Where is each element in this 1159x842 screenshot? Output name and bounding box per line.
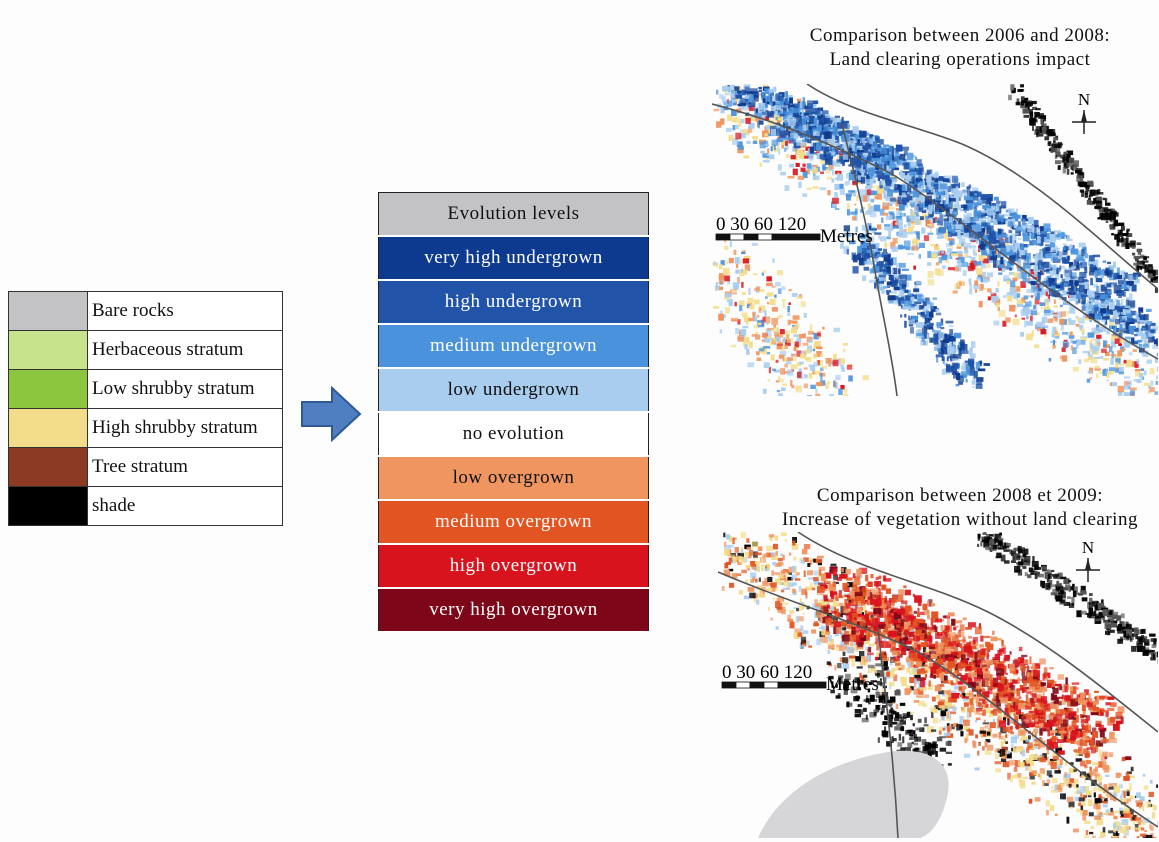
evolution-level-label: no evolution bbox=[378, 412, 649, 457]
stratum-label: Herbaceous stratum bbox=[87, 330, 283, 370]
evolution-legend-row: medium overgrown bbox=[378, 500, 649, 545]
map-classification-pixels bbox=[721, 532, 1158, 838]
stratum-legend-row: Bare rocks bbox=[8, 291, 283, 331]
scale-bar-unit: Metres bbox=[826, 674, 879, 695]
stratum-label: shade bbox=[87, 486, 283, 526]
map-boundary-lines bbox=[712, 84, 1158, 396]
evolution-level-label: low overgrown bbox=[378, 456, 649, 501]
stratum-legend-row: Tree stratum bbox=[8, 447, 283, 487]
evolution-legend-row: Evolution levels bbox=[378, 192, 649, 237]
north-label: N bbox=[1078, 90, 1090, 109]
scale-bar-unit: Metres bbox=[820, 226, 873, 247]
map-title-2008-2009: Comparison between 2008 et 2009: Increas… bbox=[740, 484, 1159, 532]
evolution-level-label: high overgrown bbox=[378, 544, 649, 589]
stratum-swatch bbox=[8, 447, 88, 487]
evolution-legend-row: low undergrown bbox=[378, 368, 649, 413]
evolution-legend-header: Evolution levels bbox=[378, 192, 649, 237]
stratum-legend: Bare rocks Herbaceous stratum Low shrubby … bbox=[8, 291, 283, 526]
north-arrow-icon bbox=[1076, 558, 1100, 582]
scale-bar-ticks: 0 30 60 120 bbox=[722, 662, 812, 683]
map-boundary-lines bbox=[718, 532, 1158, 838]
evolution-legend: Evolution levels very high undergrown high… bbox=[378, 192, 649, 633]
evolution-level-label: very high undergrown bbox=[378, 236, 649, 281]
arrow-right-icon bbox=[301, 386, 362, 442]
stratum-swatch bbox=[8, 408, 88, 448]
evolution-level-label: medium overgrown bbox=[378, 500, 649, 545]
bare-rock-area bbox=[758, 750, 949, 838]
stratum-label: Low shrubby stratum bbox=[87, 369, 283, 409]
evolution-legend-row: high overgrown bbox=[378, 544, 649, 589]
stratum-label: Bare rocks bbox=[87, 291, 283, 331]
map-classification-pixels bbox=[712, 84, 1158, 396]
stratum-swatch bbox=[8, 330, 88, 370]
evolution-legend-row: very high undergrown bbox=[378, 236, 649, 281]
evolution-level-label: low undergrown bbox=[378, 368, 649, 413]
map-title-line1: Comparison between 2008 et 2009: bbox=[816, 485, 1104, 506]
stratum-legend-row: Low shrubby stratum bbox=[8, 369, 283, 409]
map-title-line2: Land clearing operations impact bbox=[829, 49, 1091, 70]
evolution-level-label: high undergrown bbox=[378, 280, 649, 325]
evolution-map-2008-2009: N 0 30 60 120 Metres bbox=[718, 532, 1158, 838]
stratum-label: High shrubby stratum bbox=[87, 408, 283, 448]
stratum-legend-row: High shrubby stratum bbox=[8, 408, 283, 448]
scale-bar-ticks: 0 30 60 120 bbox=[716, 214, 806, 235]
stratum-swatch bbox=[8, 291, 88, 331]
evolution-legend-row: no evolution bbox=[378, 412, 649, 457]
north-label: N bbox=[1082, 538, 1094, 557]
evolution-level-label: medium undergrown bbox=[378, 324, 649, 369]
stratum-label: Tree stratum bbox=[87, 447, 283, 487]
evolution-legend-row: very high overgrown bbox=[378, 588, 649, 633]
scale-bar bbox=[721, 681, 827, 689]
map-title-line2: Increase of vegetation without land clea… bbox=[782, 509, 1138, 530]
stratum-legend-row: shade bbox=[8, 486, 283, 526]
stratum-swatch bbox=[8, 486, 88, 526]
evolution-map-2006-2008: N 0 30 60 120 Metres bbox=[712, 84, 1158, 396]
evolution-legend-row: low overgrown bbox=[378, 456, 649, 501]
north-arrow-icon bbox=[1072, 110, 1096, 134]
stratum-swatch bbox=[8, 369, 88, 409]
scale-bar bbox=[715, 233, 821, 241]
evolution-legend-row: medium undergrown bbox=[378, 324, 649, 369]
stratum-legend-row: Herbaceous stratum bbox=[8, 330, 283, 370]
evolution-level-label: very high overgrown bbox=[378, 588, 649, 633]
map-title-2006-2008: Comparison between 2006 and 2008: Land c… bbox=[740, 24, 1159, 72]
map-title-line1: Comparison between 2006 and 2008: bbox=[809, 25, 1111, 46]
evolution-legend-row: high undergrown bbox=[378, 280, 649, 325]
